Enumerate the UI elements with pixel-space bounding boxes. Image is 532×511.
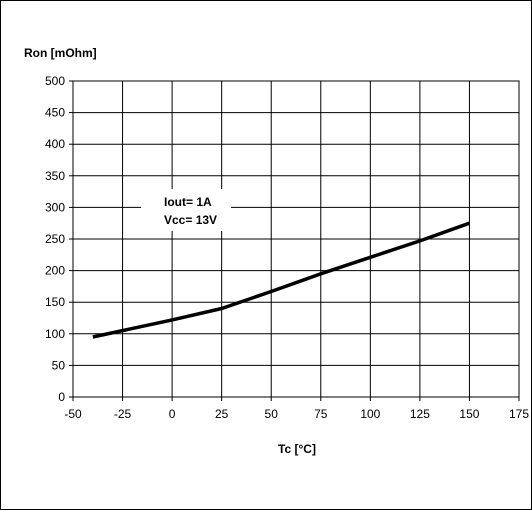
annotation-iout: Iout= 1A xyxy=(164,195,212,209)
x-tick-label: 150 xyxy=(459,407,479,421)
y-tick-label: 350 xyxy=(45,169,65,183)
x-tick-label: 175 xyxy=(509,407,529,421)
y-tick-label: 50 xyxy=(52,358,66,372)
annotation-box: Iout= 1A Vcc= 13V xyxy=(141,189,231,231)
y-axis-title: Ron [mOhm] xyxy=(24,46,97,60)
y-tick-label: 100 xyxy=(45,327,65,341)
x-tick-label: 25 xyxy=(215,407,229,421)
y-tick-label: 200 xyxy=(45,264,65,278)
y-tick-label: 150 xyxy=(45,295,65,309)
x-tick-label: -25 xyxy=(114,407,132,421)
y-tick-label: 400 xyxy=(45,137,65,151)
x-tick-label: -50 xyxy=(64,407,82,421)
x-tick-label: 125 xyxy=(410,407,430,421)
y-tick-label: 300 xyxy=(45,200,65,214)
x-axis-title: Tc [°C] xyxy=(278,442,316,456)
x-tick-label: 100 xyxy=(360,407,380,421)
y-tick-label: 450 xyxy=(45,106,65,120)
x-tick-label: 75 xyxy=(314,407,328,421)
y-tick-label: 500 xyxy=(45,74,65,88)
x-tick-label: 0 xyxy=(169,407,176,421)
annotation-vcc: Vcc= 13V xyxy=(164,213,217,227)
y-tick-label: 0 xyxy=(58,390,65,404)
y-tick-label: 250 xyxy=(45,232,65,246)
x-tick-label: 50 xyxy=(265,407,279,421)
